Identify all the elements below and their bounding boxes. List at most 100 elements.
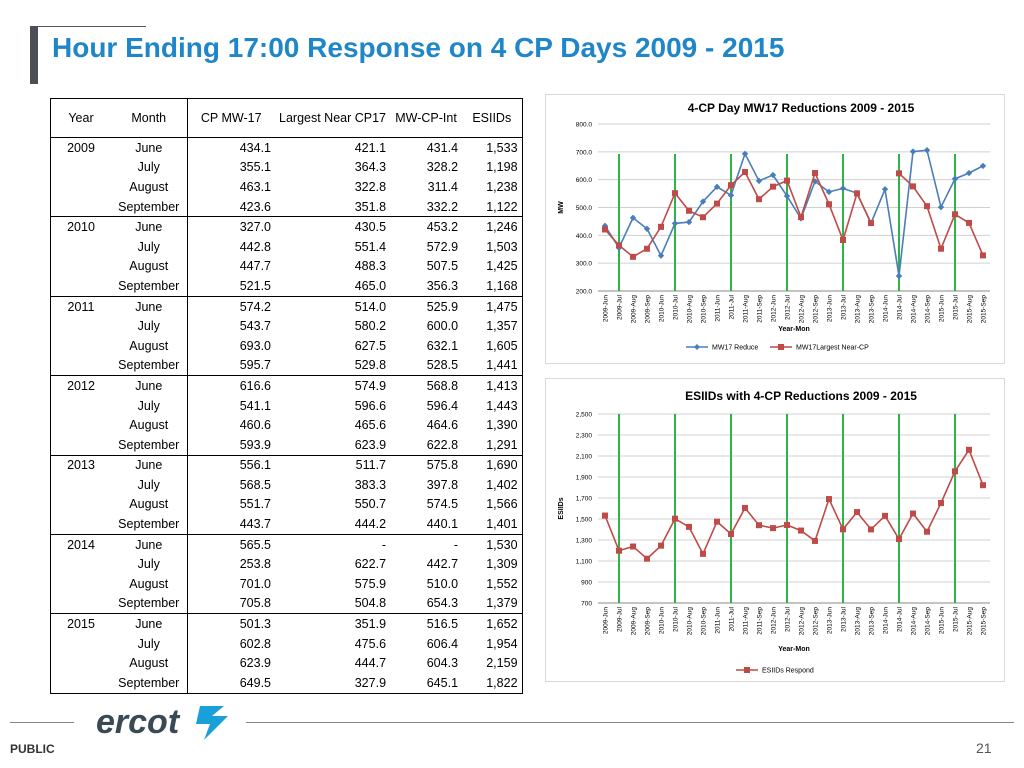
x-tick-label: 2011-Jul: [729, 606, 736, 631]
table-cell-esiids: 1,566: [486, 497, 518, 512]
data-point: [756, 522, 762, 529]
data-point: [979, 162, 987, 170]
column-header-cp-mw17: CP MW-17: [187, 98, 275, 138]
x-tick-label: 2009-Jun: [603, 295, 610, 322]
data-point: [854, 509, 860, 516]
table-cell-cp-mw17: 253.8: [239, 557, 271, 572]
table-cell-esiids: 1,690: [462, 454, 523, 476]
table-cell-month: June: [111, 533, 188, 555]
data-point: [602, 512, 608, 519]
table-cell-largest-near-cp17: 580.2: [354, 319, 387, 334]
data-point: [728, 531, 734, 538]
data-point: [910, 510, 916, 517]
table-cell-year: [51, 435, 112, 455]
table-cell-cp-mw17: 501.3: [187, 613, 275, 634]
table-row: September 593.9 623.9 622.8 1,291: [51, 434, 523, 455]
footer-rule-left: [10, 722, 74, 723]
x-tick-label: 2013-Sep: [869, 295, 876, 324]
table-row: July 355.1 364.3 328.2 1,198: [51, 157, 523, 178]
data-point: [826, 201, 832, 208]
table-cell-year: [51, 336, 112, 356]
y-tick-label: 1,300: [576, 538, 593, 545]
table-cell-largest-near-cp17: 383.3: [354, 477, 387, 492]
table-cell-esiids: 1,291: [486, 437, 518, 452]
table-cell-mw-cp-int: 507.5: [426, 259, 459, 274]
table-cell-month: September: [111, 355, 188, 376]
table-cell-largest-near-cp17: 322.8: [354, 179, 387, 194]
table-row: July 543.7 580.2 600.0 1,357: [51, 316, 523, 336]
y-tick-label: 400.0: [576, 233, 593, 240]
table-cell-month: August: [111, 415, 188, 435]
table-cell-largest-near-cp17: 465.0: [354, 278, 387, 293]
x-tick-label: 2011-Aug: [743, 607, 750, 635]
table-cell-largest-near-cp17: 430.5: [275, 216, 391, 237]
data-point: [966, 446, 972, 453]
table-cell-month: August: [111, 494, 188, 515]
table-row: July 253.8 622.7 442.7 1,309: [51, 554, 523, 575]
table-cell-largest-near-cp17: 475.6: [354, 636, 387, 651]
x-tick-label: 2015-Jul: [953, 606, 960, 631]
table-cell-cp-mw17: 442.8: [239, 239, 271, 254]
table-cell-cp-mw17: 701.0: [239, 576, 271, 591]
table-cell-esiids: 1,533: [486, 140, 518, 155]
response-table: Year Month CP MW-17 Largest Near CP17 MW-CP-…: [50, 98, 523, 694]
table-row: August 460.6 465.6 464.6 1,390: [51, 415, 523, 435]
x-tick-label: 2015-Jun: [939, 295, 946, 322]
x-tick-label: 2014-Jun: [883, 607, 890, 634]
table-cell-esiids: 1,402: [486, 477, 518, 492]
table-cell-mw-cp-int: 604.3: [426, 656, 459, 671]
table-row: 2010 June 327.0 430.5 453.2 1,246: [50, 216, 523, 237]
table-row: August 463.1 322.8 311.4 1,238: [51, 177, 523, 197]
x-tick-label: 2015-Jul: [953, 294, 960, 319]
x-tick-label: 2009-Aug: [631, 295, 638, 324]
x-tick-label: 2010-Jul: [673, 294, 680, 319]
series-1: [601, 147, 987, 280]
table-cell-esiids: 1,238: [486, 179, 518, 194]
table-cell-esiids: 1,168: [486, 278, 518, 293]
table-cell-year: [51, 673, 112, 693]
data-point: [658, 223, 664, 230]
table-row: August 623.9 444.7 604.3 2,159: [51, 653, 523, 674]
table-cell-year: [51, 396, 112, 416]
table-row: September 595.7 529.8 528.5 1,441: [51, 355, 523, 376]
data-point: [924, 203, 930, 210]
table-cell-year: [51, 594, 112, 614]
series-2: [602, 169, 986, 260]
table-cell-month: July: [111, 395, 188, 416]
data-point: [629, 214, 637, 221]
table-row: 2011 June 574.2 514.0 525.9 1,475: [50, 295, 523, 317]
table-cell-month: August: [111, 177, 188, 197]
data-point: [868, 220, 874, 227]
table-cell-mw-cp-int: 606.4: [426, 636, 459, 651]
data-point: [616, 242, 622, 249]
data-point: [825, 188, 833, 196]
data-point: [686, 523, 692, 530]
table-row: September 649.5 327.9 645.1 1,822: [51, 673, 523, 694]
x-tick-label: 2013-Sep: [869, 607, 876, 636]
x-tick-label: 2015-Sep: [981, 295, 988, 324]
x-tick-label: 2012-Aug: [799, 295, 806, 324]
table-row: August 693.0 627.5 632.1 1,605: [51, 335, 523, 356]
data-point: [742, 169, 748, 176]
table-cell-mw-cp-int: 464.6: [426, 418, 459, 433]
table-cell-year: [51, 554, 112, 574]
y-tick-label: 800.0: [576, 122, 593, 129]
data-point: [630, 253, 636, 260]
data-point: [601, 222, 609, 230]
table-cell-month: September: [111, 434, 188, 455]
table-row: 2009 June 434.1 421.1 431.4 1,533: [51, 137, 523, 158]
table-cell-largest-near-cp17: 504.8: [354, 596, 387, 611]
table-cell-month: August: [111, 653, 188, 674]
x-tick-label: 2014-Jul: [897, 606, 904, 631]
table-cell-cp-mw17: 602.8: [239, 636, 271, 651]
y-tick-label: 2,300: [576, 433, 593, 440]
data-point: [784, 177, 790, 184]
table-cell-cp-mw17: 460.6: [239, 418, 271, 433]
esiids-chart: ESIIDs with 4-CP Reductions 2009 - 2015 7…: [545, 378, 1005, 682]
table-cell-esiids: 1,357: [486, 319, 518, 334]
table-cell-cp-mw17: 574.2: [187, 295, 275, 317]
table-cell-cp-mw17: 463.1: [239, 179, 271, 194]
table-cell-mw-cp-int: 568.8: [390, 375, 463, 396]
data-point: [769, 171, 777, 179]
data-point: [798, 527, 804, 534]
